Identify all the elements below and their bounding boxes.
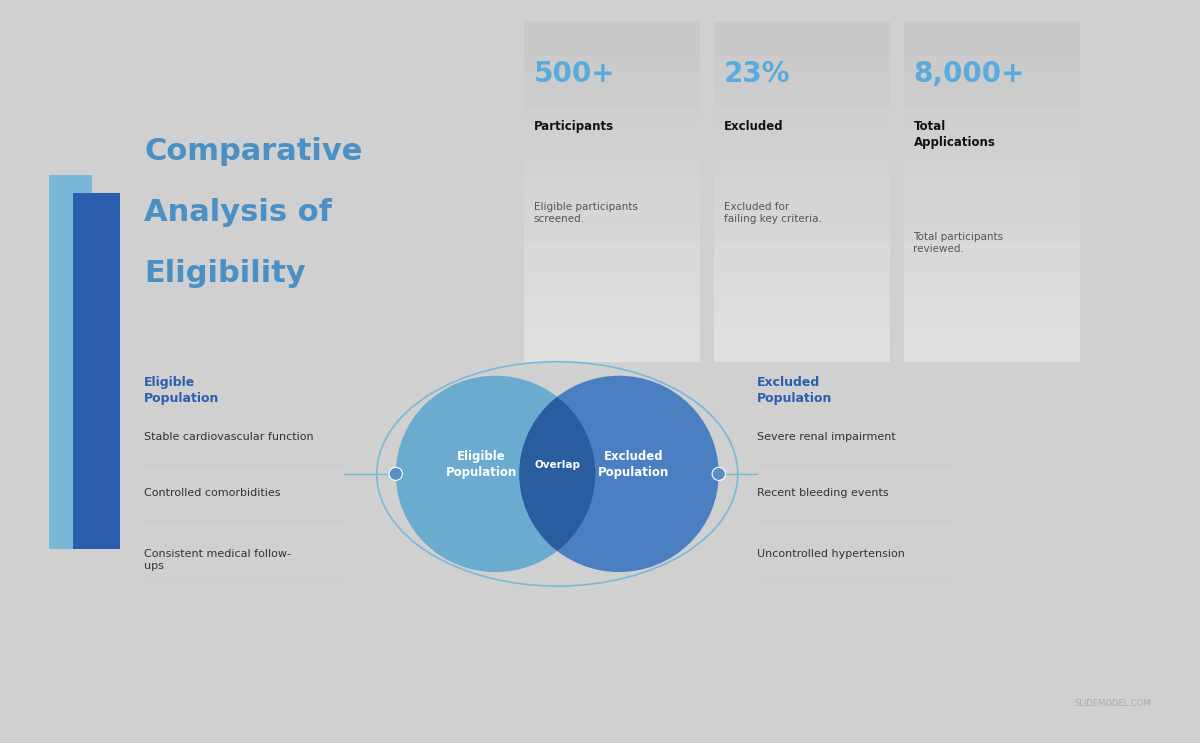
Circle shape — [396, 376, 595, 572]
FancyBboxPatch shape — [904, 90, 1080, 107]
Circle shape — [389, 467, 402, 481]
FancyBboxPatch shape — [714, 22, 889, 39]
FancyBboxPatch shape — [904, 311, 1080, 328]
Text: Uncontrolled hypertension: Uncontrolled hypertension — [757, 548, 905, 559]
Text: Total participants
reviewed.: Total participants reviewed. — [913, 232, 1003, 254]
FancyBboxPatch shape — [524, 293, 700, 311]
Text: Excluded: Excluded — [724, 120, 784, 134]
FancyBboxPatch shape — [904, 345, 1080, 362]
FancyBboxPatch shape — [524, 141, 700, 158]
FancyBboxPatch shape — [524, 311, 700, 328]
FancyBboxPatch shape — [524, 39, 700, 56]
Circle shape — [520, 376, 719, 572]
FancyBboxPatch shape — [524, 226, 700, 243]
FancyBboxPatch shape — [524, 158, 700, 175]
FancyBboxPatch shape — [904, 39, 1080, 56]
FancyBboxPatch shape — [524, 277, 700, 293]
FancyBboxPatch shape — [524, 124, 700, 141]
FancyBboxPatch shape — [904, 124, 1080, 141]
FancyBboxPatch shape — [904, 107, 1080, 124]
FancyBboxPatch shape — [904, 141, 1080, 158]
Text: Comparative: Comparative — [144, 137, 362, 166]
FancyBboxPatch shape — [904, 243, 1080, 260]
Text: Participants: Participants — [534, 120, 613, 134]
Text: Excluded for
failing key criteria.: Excluded for failing key criteria. — [724, 202, 821, 224]
FancyBboxPatch shape — [714, 158, 889, 175]
FancyBboxPatch shape — [714, 175, 889, 192]
FancyBboxPatch shape — [904, 175, 1080, 192]
FancyBboxPatch shape — [904, 226, 1080, 243]
FancyBboxPatch shape — [524, 209, 700, 226]
Text: Eligible
Population: Eligible Population — [445, 450, 517, 479]
FancyBboxPatch shape — [714, 192, 889, 209]
FancyBboxPatch shape — [904, 74, 1080, 90]
FancyBboxPatch shape — [714, 56, 889, 74]
FancyBboxPatch shape — [524, 243, 700, 260]
Circle shape — [712, 467, 725, 481]
FancyBboxPatch shape — [73, 193, 120, 548]
FancyBboxPatch shape — [714, 124, 889, 141]
FancyBboxPatch shape — [714, 74, 889, 90]
Text: Stable cardiovascular function: Stable cardiovascular function — [144, 432, 313, 442]
FancyBboxPatch shape — [524, 260, 700, 277]
Text: 500+: 500+ — [534, 59, 616, 88]
FancyBboxPatch shape — [524, 90, 700, 107]
FancyBboxPatch shape — [714, 293, 889, 311]
FancyBboxPatch shape — [714, 328, 889, 345]
Text: Excluded
Population: Excluded Population — [757, 376, 832, 405]
Text: Total
Applications: Total Applications — [913, 120, 995, 149]
Text: Analysis of: Analysis of — [144, 198, 332, 227]
FancyBboxPatch shape — [904, 260, 1080, 277]
FancyBboxPatch shape — [714, 226, 889, 243]
FancyBboxPatch shape — [714, 141, 889, 158]
FancyBboxPatch shape — [524, 192, 700, 209]
FancyBboxPatch shape — [904, 209, 1080, 226]
FancyBboxPatch shape — [904, 293, 1080, 311]
Circle shape — [520, 376, 719, 572]
FancyBboxPatch shape — [49, 175, 91, 436]
FancyBboxPatch shape — [714, 243, 889, 260]
FancyBboxPatch shape — [524, 175, 700, 192]
Text: Severe renal impairment: Severe renal impairment — [757, 432, 895, 442]
Text: Controlled comorbidities: Controlled comorbidities — [144, 488, 281, 498]
FancyBboxPatch shape — [904, 277, 1080, 293]
FancyBboxPatch shape — [714, 90, 889, 107]
FancyBboxPatch shape — [524, 345, 700, 362]
FancyBboxPatch shape — [904, 192, 1080, 209]
FancyBboxPatch shape — [524, 56, 700, 74]
FancyBboxPatch shape — [524, 328, 700, 345]
FancyBboxPatch shape — [714, 311, 889, 328]
FancyBboxPatch shape — [714, 260, 889, 277]
FancyBboxPatch shape — [904, 22, 1080, 39]
Text: 8,000+: 8,000+ — [913, 59, 1025, 88]
FancyBboxPatch shape — [904, 158, 1080, 175]
Text: Eligible
Population: Eligible Population — [144, 376, 220, 405]
FancyBboxPatch shape — [714, 345, 889, 362]
Text: 23%: 23% — [724, 59, 790, 88]
FancyBboxPatch shape — [524, 74, 700, 90]
Text: Eligibility: Eligibility — [144, 259, 306, 288]
Text: Eligible participants
screened.: Eligible participants screened. — [534, 202, 637, 224]
FancyBboxPatch shape — [714, 209, 889, 226]
FancyBboxPatch shape — [714, 277, 889, 293]
FancyBboxPatch shape — [714, 39, 889, 56]
FancyBboxPatch shape — [904, 56, 1080, 74]
Text: Overlap: Overlap — [534, 459, 581, 470]
Text: SLIDEMODEL.COM: SLIDEMODEL.COM — [1074, 698, 1151, 707]
FancyBboxPatch shape — [714, 107, 889, 124]
Text: Excluded
Population: Excluded Population — [598, 450, 668, 479]
Text: Consistent medical follow-
ups: Consistent medical follow- ups — [144, 548, 292, 571]
FancyBboxPatch shape — [49, 418, 73, 548]
Text: Recent bleeding events: Recent bleeding events — [757, 488, 888, 498]
FancyBboxPatch shape — [524, 22, 700, 39]
FancyBboxPatch shape — [904, 328, 1080, 345]
FancyBboxPatch shape — [524, 107, 700, 124]
